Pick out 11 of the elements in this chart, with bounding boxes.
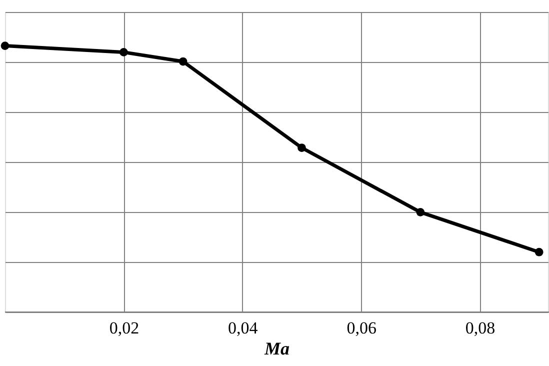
x-axis-title: Ma (263, 338, 290, 358)
point (0, 42, 10, 50)
x-tick-label: 0,06 (346, 318, 376, 338)
point (120, 48, 128, 56)
x-tick-label: 0,02 (109, 318, 140, 338)
x-tick-label: 0,08 (465, 318, 496, 338)
point (534, 248, 544, 256)
point (298, 144, 306, 152)
point (178, 57, 188, 66)
x-tick-label: 0,04 (228, 318, 258, 338)
point (416, 208, 425, 216)
